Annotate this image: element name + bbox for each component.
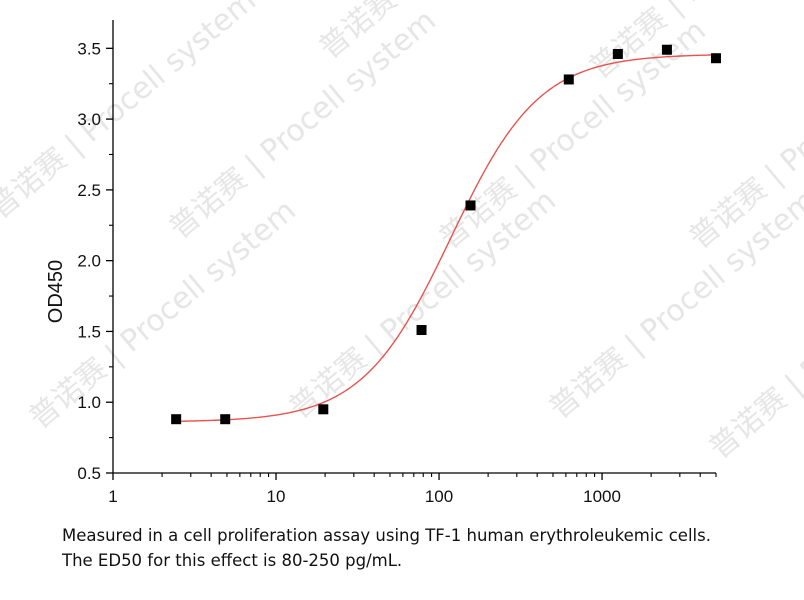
- x-tick-label: 100: [425, 487, 453, 506]
- data-point: [416, 325, 427, 336]
- axes: [106, 20, 717, 480]
- y-tick-label: 3.0: [77, 110, 101, 129]
- data-points-layer: [171, 44, 721, 425]
- figure-caption: Measured in a cell proliferation assay u…: [62, 523, 792, 573]
- y-tick-label: 1.0: [77, 393, 101, 412]
- watermark-text: 普诺赛 | Procell system: [313, 0, 593, 66]
- x-tick-labels: 1 10 100 1000: [108, 487, 621, 506]
- fit-curve-line: [171, 54, 717, 423]
- caption-line-1: Measured in a cell proliferation assay u…: [62, 526, 711, 545]
- y-axis-title: OD450: [45, 260, 67, 323]
- x-tick-label: 1: [108, 487, 117, 506]
- x-tick-label: 10: [267, 487, 286, 506]
- watermark-text: 普诺赛 | Procell system: [283, 183, 563, 426]
- data-point: [220, 414, 231, 425]
- y-tick-label: 2.0: [77, 252, 101, 271]
- fit-curve-layer: [171, 54, 717, 423]
- data-point: [563, 74, 574, 85]
- y-tick-labels: 0.5 1.0 1.5 2.0 2.5 3.0 3.5: [77, 39, 101, 483]
- data-point: [612, 48, 623, 59]
- data-point: [318, 404, 329, 415]
- y-tick-label: 0.5: [77, 464, 101, 483]
- y-tick-label: 1.5: [77, 322, 101, 341]
- dose-response-chart: 普诺赛 | Procell system 普诺赛 | Procell system…: [0, 0, 804, 506]
- caption-line-2: The ED50 for this effect is 80-250 pg/mL…: [62, 551, 403, 570]
- y-tick-label: 3.5: [77, 39, 101, 58]
- x-tick-label: 1000: [583, 487, 621, 506]
- watermark-layer: 普诺赛 | Procell system 普诺赛 | Procell system…: [0, 0, 804, 466]
- y-tick-label: 2.5: [77, 181, 101, 200]
- data-point: [465, 200, 476, 211]
- data-point: [661, 44, 672, 55]
- data-point: [711, 53, 721, 64]
- data-point: [171, 414, 182, 425]
